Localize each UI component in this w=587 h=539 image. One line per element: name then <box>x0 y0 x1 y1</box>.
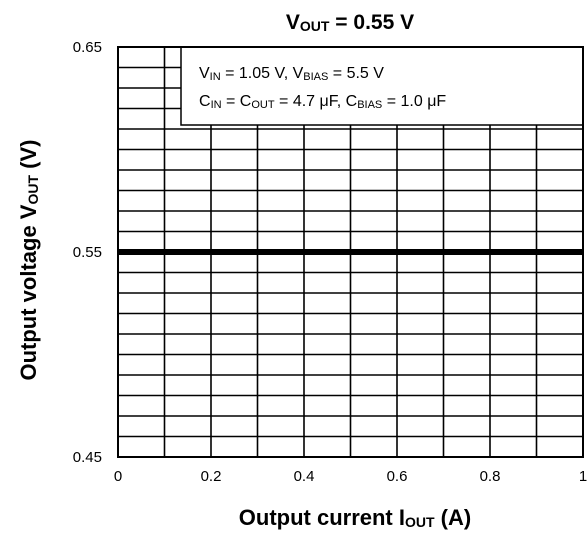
chart-title-sub: OUT <box>300 18 330 34</box>
x-axis-label-symbol: I <box>399 505 405 530</box>
x-axis-label: Output current IOUT (A) <box>239 505 471 530</box>
annotation-line-1-sub-1: IN <box>210 71 221 83</box>
annotation-line-2-part-4: = 4.7 μF, C <box>275 93 358 110</box>
y-axis-label-main: Output voltage <box>16 219 41 380</box>
x-tick-label: 1 <box>579 468 587 485</box>
annotation-line-2: CIN = COUT = 4.7 μF, CBIAS = 1.0 μF <box>199 93 446 111</box>
annotation-line-2-sub-3: OUT <box>251 99 275 111</box>
chart-title-main: V <box>286 11 300 34</box>
x-tick-label: 0.8 <box>480 468 501 485</box>
annotation-box <box>180 46 584 126</box>
x-axis-label-main: Output current <box>239 505 399 530</box>
chart-title-suffix: = 0.55 V <box>329 11 414 34</box>
y-axis-label-sub: OUT <box>25 175 41 205</box>
annotation-line-1-part-0: V <box>199 65 210 82</box>
x-tick-label: 0.4 <box>294 468 315 485</box>
annotation-line-2-sub-5: BIAS <box>357 99 382 111</box>
x-axis-label-unit: (A) <box>435 505 472 530</box>
y-axis-label: Output voltage VOUT (V) <box>16 139 41 380</box>
annotation-line-1: VIN = 1.05 V, VBIAS = 5.5 V <box>199 65 384 83</box>
y-axis-label-unit: (V) <box>16 139 41 174</box>
y-axis-label-symbol: V <box>16 204 41 219</box>
chart-title: VOUT = 0.55 V <box>286 11 414 34</box>
annotation-line-1-part-4: = 5.5 V <box>328 65 384 82</box>
y-tick-label: 0.65 <box>73 39 102 56</box>
annotation-line-2-part-2: = C <box>222 93 252 110</box>
x-axis-label-sub: OUT <box>405 514 435 530</box>
annotation-line-1-part-2: = 1.05 V, V <box>221 65 304 82</box>
x-tick-label: 0.6 <box>387 468 408 485</box>
annotation-line-1-sub-3: BIAS <box>303 71 328 83</box>
annotation-line-2-part-6: = 1.0 μF <box>382 93 446 110</box>
annotation-line-2-sub-1: IN <box>211 99 222 111</box>
y-tick-label: 0.55 <box>73 244 102 261</box>
x-tick-label: 0 <box>114 468 122 485</box>
x-tick-label: 0.2 <box>201 468 222 485</box>
y-tick-label: 0.45 <box>73 449 102 466</box>
annotation-line-2-part-0: C <box>199 93 211 110</box>
